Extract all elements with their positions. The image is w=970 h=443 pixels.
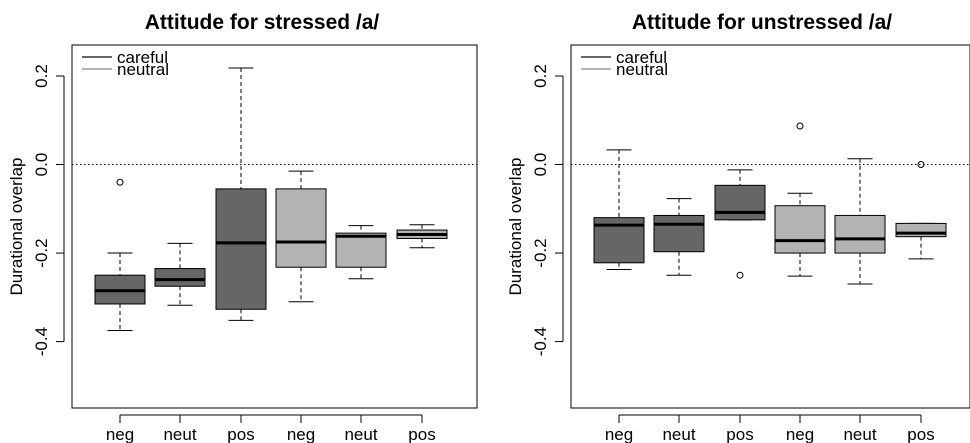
box-iqr: [714, 184, 766, 221]
legend-label: neutral: [117, 60, 169, 79]
outlier-point: [736, 271, 744, 279]
box-5: [834, 158, 886, 285]
x-tick-label: pos: [907, 425, 934, 443]
chart-title: Attitude for stressed /a/: [145, 11, 380, 34]
x-tick-label: neut: [163, 425, 196, 443]
chart-title: Attitude for unstressed /a/: [632, 11, 892, 34]
y-tick-label: 0.2: [531, 64, 550, 88]
box-5: [335, 225, 387, 280]
x-tick-label: neg: [605, 425, 633, 443]
plot-frame: [71, 44, 478, 409]
plot-frame: [570, 44, 970, 409]
box-iqr: [154, 268, 206, 287]
box-6: [895, 161, 947, 260]
outlier-point: [116, 178, 124, 186]
x-tick-label: neg: [287, 425, 315, 443]
chart-panel-1: Attitude for stressed /a/0.2 0.0 -0.2 -0.4 D…: [7, 11, 478, 443]
outlier-point: [917, 161, 925, 169]
x-tick-label: neut: [344, 425, 377, 443]
y-axis-label: Durational overlap: [7, 158, 26, 296]
box-2: [653, 198, 705, 276]
chart-panel-2: Attitude for unstressed /a/0.2 0.0 -0.2 -0.…: [506, 11, 970, 443]
x-tick-label: neut: [662, 425, 695, 443]
y-tick-label: 0.2: [32, 64, 51, 88]
box-iqr: [215, 188, 267, 310]
legend-label: careful: [117, 48, 168, 67]
y-tick-label: -0.4: [32, 327, 51, 356]
x-tick-label: pos: [408, 425, 435, 443]
y-axis-label: Durational overlap: [506, 158, 525, 296]
box-3: [215, 67, 267, 321]
outlier-point: [796, 122, 804, 130]
y-tick-label: -0.4: [531, 327, 550, 356]
box-2: [154, 242, 206, 306]
box-6: [396, 224, 448, 249]
y-tick-label: 0.0: [531, 153, 550, 177]
x-tick-label: pos: [227, 425, 254, 443]
box-iqr: [275, 188, 327, 268]
legend-label: neutral: [616, 60, 668, 79]
x-tick-label: pos: [726, 425, 753, 443]
legend-label: careful: [616, 48, 667, 67]
box-iqr: [895, 222, 947, 238]
box-iqr: [834, 214, 886, 254]
box-4: [774, 122, 826, 277]
box-iqr: [774, 205, 826, 254]
box-iqr: [653, 214, 705, 253]
x-tick-label: neg: [786, 425, 814, 443]
y-tick-label: -0.2: [531, 238, 550, 267]
box-1: [94, 178, 146, 332]
x-tick-label: neut: [843, 425, 876, 443]
box-iqr: [335, 232, 387, 268]
x-tick-label: neg: [106, 425, 134, 443]
y-tick-label: -0.2: [32, 238, 51, 267]
y-tick-label: 0.0: [32, 153, 51, 177]
box-3: [714, 169, 766, 279]
box-4: [275, 170, 327, 303]
box-1: [593, 149, 645, 270]
